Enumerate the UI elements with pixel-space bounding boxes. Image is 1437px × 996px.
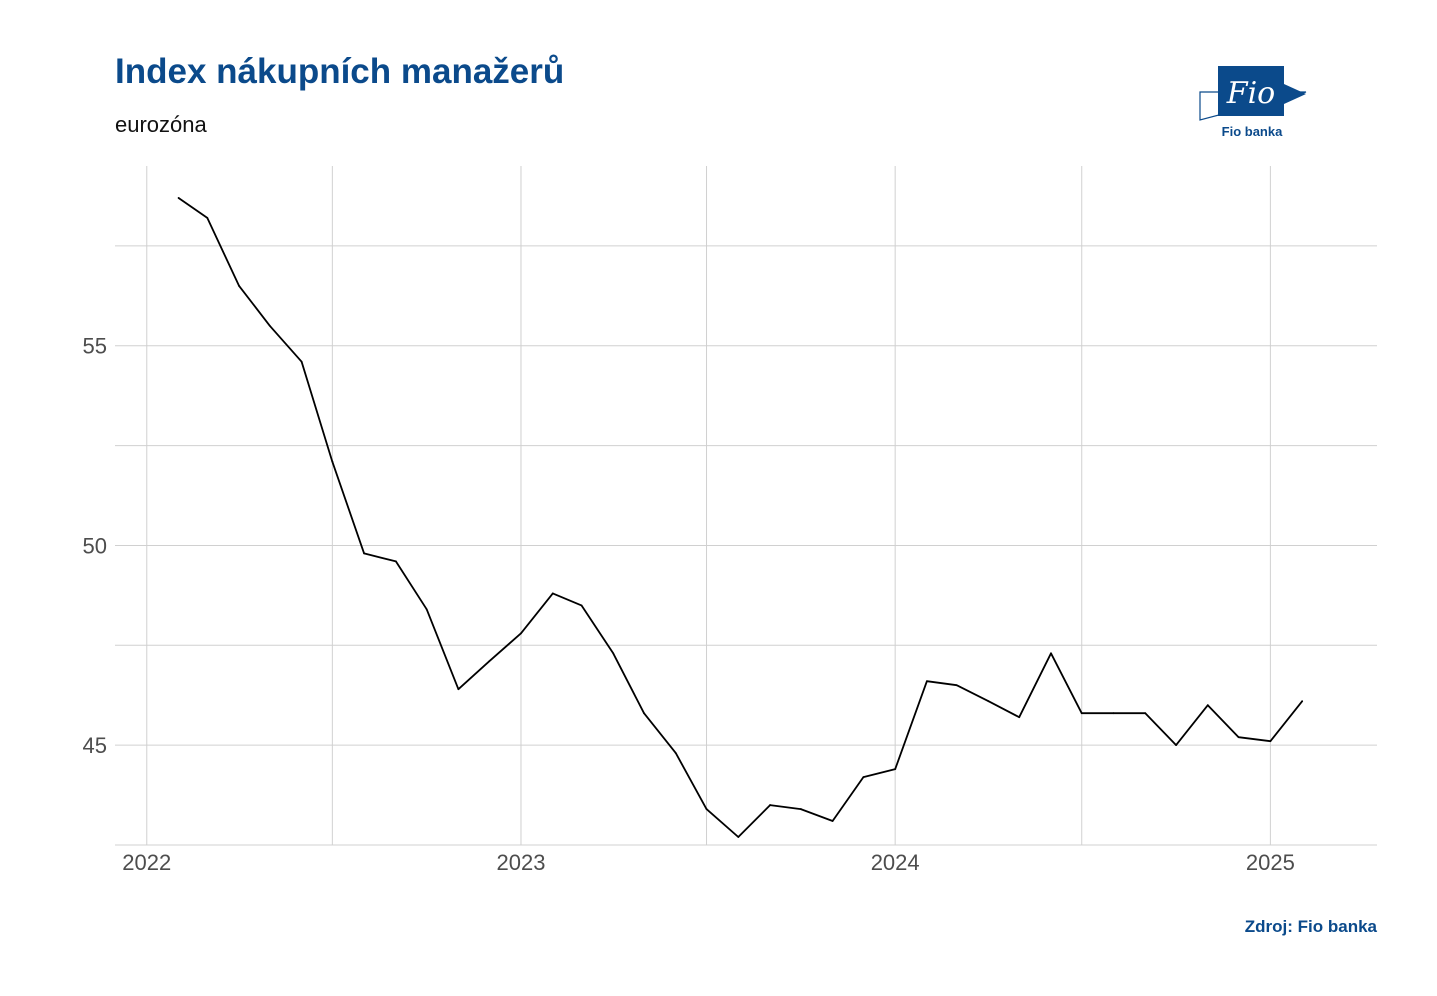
data-point bbox=[1018, 716, 1021, 719]
data-point bbox=[926, 680, 928, 683]
data-point bbox=[395, 560, 397, 563]
data-point bbox=[1080, 712, 1083, 715]
data-point bbox=[177, 197, 180, 199]
data-point bbox=[457, 688, 460, 691]
chart-title: Index nákupních manažerů bbox=[115, 52, 565, 91]
fio-banka-logo-icon: Fio bbox=[1199, 66, 1307, 121]
grid bbox=[115, 166, 1377, 846]
data-point bbox=[268, 324, 271, 327]
data-point bbox=[520, 632, 522, 635]
data-point bbox=[1206, 704, 1209, 707]
data-point bbox=[1050, 652, 1052, 655]
data-point bbox=[1144, 712, 1147, 715]
data-point bbox=[769, 804, 771, 806]
data-point bbox=[425, 608, 428, 611]
x-tick-label: 2022 bbox=[122, 850, 171, 875]
y-tick-label: 45 bbox=[83, 733, 107, 758]
data-point bbox=[551, 592, 554, 595]
data-point bbox=[737, 836, 740, 838]
chart-subtitle: eurozóna bbox=[115, 112, 207, 137]
data-point bbox=[363, 552, 366, 555]
data-point bbox=[580, 604, 583, 607]
data-point bbox=[1269, 740, 1272, 743]
data-point bbox=[1301, 700, 1304, 703]
series-group bbox=[177, 197, 1304, 838]
data-point bbox=[331, 460, 334, 463]
y-tick-label: 55 bbox=[83, 334, 107, 359]
logo-flag-tip bbox=[1284, 84, 1306, 104]
x-tick-label: 2025 bbox=[1246, 850, 1295, 875]
data-point bbox=[488, 660, 491, 663]
data-point bbox=[1112, 712, 1115, 715]
data-point bbox=[705, 808, 708, 810]
data-point bbox=[238, 284, 240, 287]
x-axis: 2022 2023 2024 2025 bbox=[122, 850, 1295, 875]
source-caption: Zdroj: Fio banka bbox=[1244, 917, 1377, 936]
y-axis: 45 50 55 bbox=[83, 334, 107, 758]
data-point bbox=[674, 752, 677, 755]
data-point bbox=[1175, 744, 1177, 747]
data-point bbox=[206, 217, 209, 219]
data-point bbox=[643, 712, 645, 715]
data-point bbox=[894, 768, 897, 771]
data-point bbox=[612, 652, 615, 655]
logo-label: Fio banka bbox=[1221, 124, 1283, 139]
data-point bbox=[987, 700, 990, 703]
x-tick-label: 2023 bbox=[496, 850, 545, 875]
data-point bbox=[862, 776, 865, 778]
data-point bbox=[955, 684, 958, 687]
data-point bbox=[1237, 736, 1240, 739]
series-line bbox=[178, 197, 1303, 838]
x-tick-label: 2024 bbox=[871, 850, 920, 875]
data-point bbox=[831, 820, 834, 822]
data-point bbox=[300, 360, 303, 363]
data-point bbox=[799, 808, 802, 810]
logo-mark: Fio bbox=[1226, 76, 1275, 111]
logo-flag bbox=[1218, 66, 1284, 116]
y-tick-label: 50 bbox=[83, 533, 107, 558]
